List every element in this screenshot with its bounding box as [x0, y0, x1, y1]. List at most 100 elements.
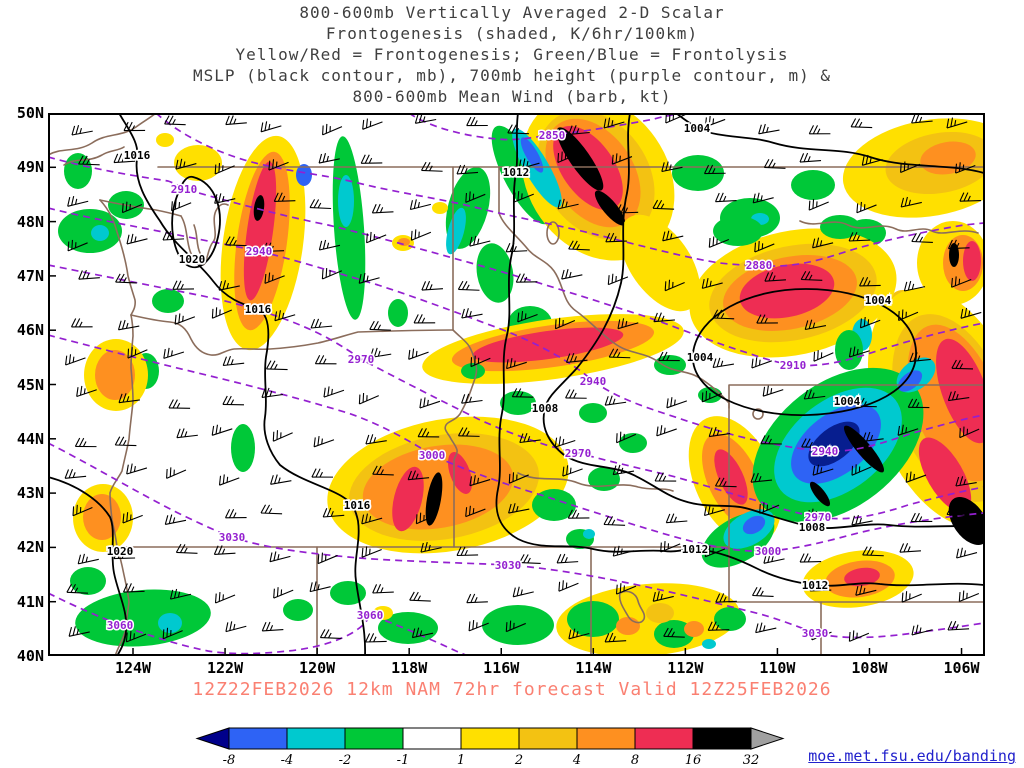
shading-blob [616, 617, 640, 635]
colorbar-tick-label: -2 [339, 753, 352, 768]
shading-blob [152, 289, 184, 313]
shading-blob [91, 225, 109, 241]
colorbar-segment [344, 727, 404, 750]
shading-blob [936, 338, 985, 444]
shading-blob [714, 607, 746, 631]
mslp-contour-label: 1008 [799, 521, 826, 534]
shading-blob [556, 583, 740, 656]
lon-tick-label: 118W [391, 659, 428, 677]
shading-blob [714, 449, 748, 505]
height-contour [48, 156, 985, 367]
colorbar-tick-label: -1 [397, 753, 410, 768]
shading-blob [338, 175, 354, 227]
mslp-contour-label: 1016 [124, 149, 151, 162]
geography-line [546, 221, 560, 245]
title-line-3: Yellow/Red = Frontogenesis; Green/Blue =… [235, 45, 789, 64]
colorbar-right-arrow [750, 727, 785, 750]
shading-blob [809, 481, 831, 507]
height-contour [48, 334, 985, 553]
geography-line [799, 220, 979, 234]
mslp-contour-label: 1020 [179, 253, 206, 266]
shading-blob [482, 605, 554, 645]
shading-blob [95, 350, 135, 400]
shading-blob [835, 330, 863, 370]
shading-blob [75, 589, 211, 647]
mslp-contour [495, 113, 985, 587]
lat-tick-label: 48N [16, 212, 44, 231]
colorbar-tick-label: -8 [223, 753, 236, 768]
lat-tick-label: 41N [16, 592, 44, 611]
geography-line [193, 224, 201, 254]
lon-tick-label: 112W [667, 659, 704, 677]
height-contour-label: 3060 [107, 619, 134, 632]
shading-blob [330, 581, 366, 605]
shading-blob [392, 466, 424, 532]
forecast-caption: 12Z22FEB2026 12km NAM 72hr forecast Vali… [192, 679, 832, 700]
colorbar-tick-label: 8 [631, 753, 639, 768]
lon-tick-label: 116W [483, 659, 520, 677]
mslp-contour-label: 1004 [684, 122, 711, 135]
height-contour-label: 2970 [565, 447, 592, 460]
shading-blob [654, 620, 694, 648]
shading-blob [619, 433, 647, 453]
colorbar-tick-label: 2 [514, 753, 523, 768]
title-line-2: Frontogenesis (shaded, K/6hr/100km) [325, 24, 699, 43]
height-contour-label: 2850 [539, 129, 566, 142]
height-contour-label: 3000 [755, 545, 782, 558]
title-line-1: 800-600mb Vertically Averaged 2-D Scalar [299, 3, 725, 22]
shading-blob [388, 299, 408, 327]
lat-tick-label: 40N [16, 647, 44, 665]
contour-labels: 1016 1016 1016 1020 1020 1012 1012 1012 1008 1008… [105, 120, 893, 641]
height-contour [48, 442, 985, 639]
colorbar-tick-label: 1 [457, 753, 465, 768]
shading-blob [791, 170, 835, 200]
title-line-5: 800-600mb Mean Wind (barb, kt) [352, 87, 672, 106]
lat-tick-label: 43N [16, 484, 44, 503]
shading-blob [620, 214, 700, 312]
colorbar-tick-label: 4 [572, 753, 581, 768]
shading-blob [296, 164, 312, 186]
shading-blob [702, 639, 716, 649]
map-frame [48, 113, 985, 656]
height-contour-label: 2940 [812, 445, 839, 458]
height-contours [48, 113, 985, 656]
mslp-contour-label: 1004 [687, 351, 714, 364]
height-contour-label: 2970 [348, 353, 375, 366]
lat-tick-label: 49N [16, 158, 44, 177]
height-contour-label: 2940 [580, 375, 607, 388]
shading-blob [588, 467, 620, 491]
lat-tick-label: 44N [16, 429, 44, 448]
height-contour-label: 2910 [780, 359, 807, 372]
figure-title-block: 800-600mb Vertically Averaged 2-D Scalar… [0, 2, 1024, 107]
lat-tick-label: 47N [16, 266, 44, 285]
shading-blob [820, 215, 860, 239]
shading-blob [567, 601, 619, 637]
shading-blob [373, 606, 393, 620]
shading-blob [684, 621, 704, 637]
shading-blob [897, 370, 923, 392]
mslp-contour [542, 113, 985, 529]
mslp-contour-label: 1020 [107, 545, 134, 558]
shading-blob [713, 216, 763, 246]
mslp-contour [48, 476, 128, 656]
colorbar-tick-label: 16 [685, 753, 702, 768]
shading-blob [158, 613, 182, 633]
shading-blob [425, 472, 443, 526]
colorbar-segment [692, 727, 752, 750]
shading-blob [472, 327, 624, 363]
height-contour-label: 3030 [219, 531, 246, 544]
shading-blob [243, 161, 277, 301]
shading-blob [283, 599, 313, 621]
lon-tick-label: 108W [851, 659, 888, 677]
geography-line [109, 314, 134, 656]
mslp-contour-label: 1016 [245, 303, 272, 316]
lon-tick-label: 124W [114, 659, 152, 677]
lat-tick-label: 42N [16, 538, 44, 557]
shading-blob [844, 567, 880, 587]
colorbar-segment [286, 727, 346, 750]
shading-blob [579, 403, 607, 423]
title-line-4: MSLP (black contour, mb), 700mb height (… [193, 66, 831, 85]
lon-tick-label: 114W [575, 659, 612, 677]
geography-line [99, 199, 136, 316]
watermark-link[interactable]: moe.met.fsu.edu/banding [808, 747, 1016, 765]
